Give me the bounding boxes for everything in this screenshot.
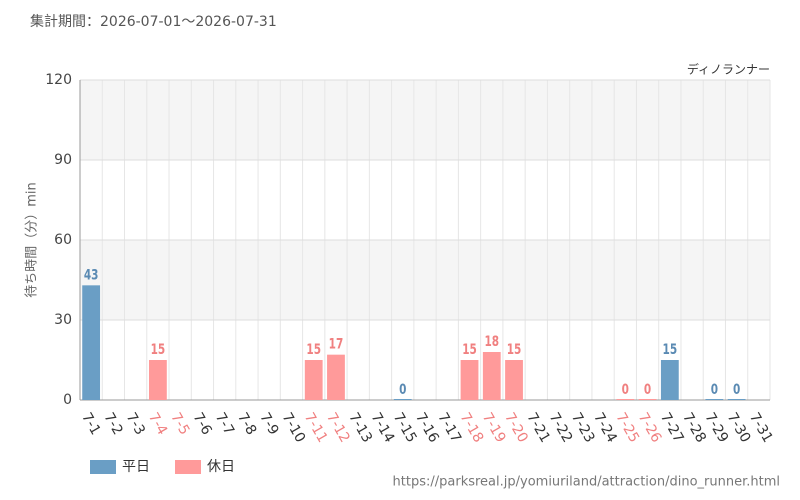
x-tick-label: 7-4 bbox=[145, 410, 170, 438]
x-tick-label: 7-5 bbox=[167, 410, 192, 438]
x-tick-label: 7-31 bbox=[746, 410, 776, 446]
chart-title: 集計期間：2026-07-01〜2026-07-31 bbox=[30, 13, 277, 30]
bar bbox=[460, 360, 479, 400]
value-label: 0 bbox=[711, 382, 719, 398]
value-label: 15 bbox=[663, 342, 678, 358]
x-tick-label: 7-1 bbox=[78, 410, 103, 438]
value-label: 0 bbox=[644, 382, 652, 398]
y-tick-label: 120 bbox=[45, 72, 72, 88]
x-tick-label: 7-7 bbox=[212, 410, 237, 438]
value-label: 15 bbox=[306, 342, 321, 358]
bar bbox=[304, 360, 323, 400]
x-tick-label: 7-8 bbox=[234, 410, 259, 438]
plot-band bbox=[80, 320, 770, 400]
value-label: 15 bbox=[507, 342, 522, 358]
x-tick-label: 7-3 bbox=[123, 410, 148, 438]
value-label: 17 bbox=[329, 336, 344, 352]
x-tick-label: 7-6 bbox=[189, 410, 214, 438]
bar bbox=[327, 354, 345, 400]
value-label: 0 bbox=[733, 382, 741, 398]
y-tick-label: 30 bbox=[54, 312, 72, 328]
value-label: 0 bbox=[622, 382, 630, 398]
bar bbox=[705, 399, 724, 400]
bar bbox=[638, 399, 657, 400]
bar bbox=[727, 399, 746, 400]
y-tick-label: 90 bbox=[54, 152, 72, 168]
legend-label: 休日 bbox=[207, 459, 235, 475]
legend-swatch bbox=[90, 460, 116, 474]
bar bbox=[393, 399, 412, 400]
bar bbox=[505, 360, 523, 400]
x-tick-label: 7-9 bbox=[256, 410, 281, 438]
plot-band bbox=[80, 80, 770, 160]
bar bbox=[482, 352, 501, 400]
annotation: ディノランナー bbox=[687, 62, 770, 77]
bar bbox=[149, 360, 167, 400]
bar bbox=[616, 399, 635, 400]
y-axis-label: 待ち時間（分）min bbox=[25, 182, 40, 298]
y-tick-label: 60 bbox=[54, 232, 72, 248]
plot-band bbox=[80, 160, 770, 240]
value-label: 15 bbox=[462, 342, 477, 358]
source: https://parksreal.jp/yomiuriland/attract… bbox=[393, 475, 780, 490]
bar bbox=[82, 285, 101, 400]
legend-label: 平日 bbox=[122, 459, 150, 475]
bar bbox=[660, 360, 679, 400]
plot-band bbox=[80, 240, 770, 320]
value-label: 15 bbox=[151, 342, 166, 358]
value-label: 18 bbox=[484, 334, 499, 350]
value-label: 0 bbox=[399, 382, 407, 398]
value-label: 43 bbox=[84, 267, 99, 283]
legend-swatch bbox=[175, 460, 201, 474]
x-tick-label: 7-2 bbox=[100, 410, 125, 438]
y-tick-label: 0 bbox=[63, 392, 72, 408]
